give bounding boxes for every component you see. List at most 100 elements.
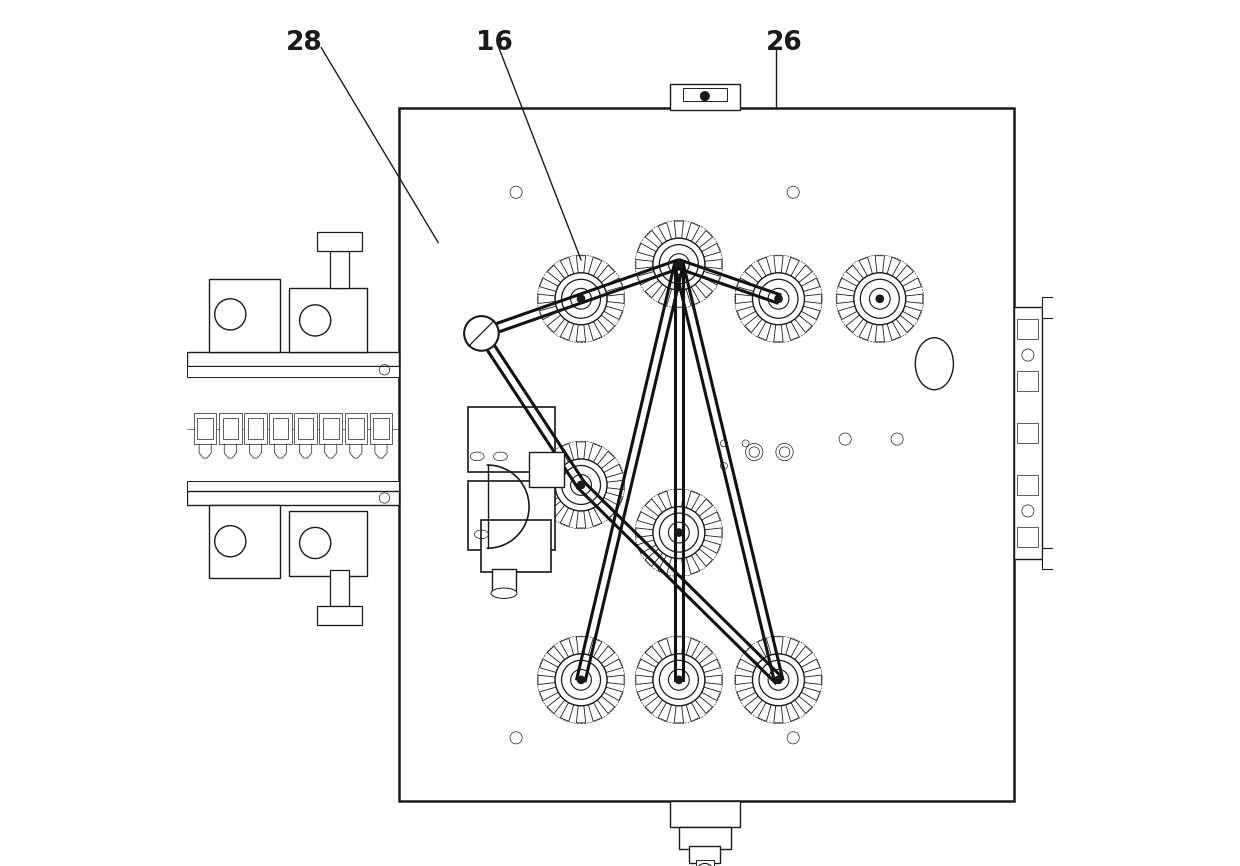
Circle shape <box>578 676 585 683</box>
Circle shape <box>570 669 591 690</box>
Circle shape <box>570 475 591 495</box>
Circle shape <box>556 654 608 706</box>
Circle shape <box>759 660 799 700</box>
Polygon shape <box>604 306 622 320</box>
Circle shape <box>578 481 585 488</box>
Bar <box>320 413 342 444</box>
Circle shape <box>854 273 905 325</box>
Polygon shape <box>598 451 615 469</box>
Bar <box>322 418 339 439</box>
Polygon shape <box>704 528 722 537</box>
Bar <box>399 108 1014 801</box>
Bar <box>1018 423 1038 443</box>
Bar <box>1042 297 1058 318</box>
Bar <box>298 418 314 439</box>
Polygon shape <box>696 696 713 714</box>
Polygon shape <box>606 675 624 684</box>
Polygon shape <box>560 702 574 721</box>
Bar <box>208 279 280 352</box>
Polygon shape <box>637 687 656 701</box>
Bar <box>481 520 551 572</box>
Polygon shape <box>598 646 615 663</box>
Polygon shape <box>560 443 574 462</box>
Circle shape <box>701 92 709 100</box>
Bar <box>289 288 367 352</box>
Circle shape <box>660 660 698 700</box>
Polygon shape <box>604 492 622 506</box>
Polygon shape <box>805 675 822 684</box>
Polygon shape <box>737 687 755 701</box>
Text: 16: 16 <box>476 30 513 56</box>
Polygon shape <box>636 675 653 684</box>
Polygon shape <box>758 702 771 721</box>
Bar <box>330 251 348 288</box>
Polygon shape <box>758 257 771 276</box>
Polygon shape <box>636 528 653 537</box>
Polygon shape <box>658 223 672 242</box>
Polygon shape <box>903 306 921 320</box>
Polygon shape <box>758 321 771 340</box>
Bar <box>289 511 367 576</box>
Polygon shape <box>577 442 585 459</box>
Circle shape <box>676 529 682 536</box>
Polygon shape <box>547 646 564 663</box>
Polygon shape <box>786 638 800 657</box>
Polygon shape <box>588 321 601 340</box>
Polygon shape <box>547 315 564 333</box>
Polygon shape <box>560 257 574 276</box>
Polygon shape <box>903 278 921 292</box>
Polygon shape <box>774 255 784 273</box>
Circle shape <box>668 669 689 690</box>
Polygon shape <box>795 646 812 663</box>
Circle shape <box>753 654 805 706</box>
Bar <box>187 352 399 366</box>
Polygon shape <box>658 555 672 574</box>
Bar <box>193 413 217 444</box>
Polygon shape <box>577 325 585 342</box>
Polygon shape <box>577 706 585 723</box>
Polygon shape <box>805 294 822 303</box>
Polygon shape <box>539 306 558 320</box>
Polygon shape <box>604 278 622 292</box>
Polygon shape <box>686 638 699 657</box>
Bar <box>330 570 348 606</box>
Polygon shape <box>538 675 556 684</box>
Polygon shape <box>658 638 672 657</box>
Polygon shape <box>637 659 656 673</box>
Polygon shape <box>588 702 601 721</box>
Polygon shape <box>801 278 820 292</box>
Polygon shape <box>859 321 873 340</box>
Bar <box>671 801 739 827</box>
Bar <box>683 88 727 101</box>
Polygon shape <box>795 265 812 282</box>
Polygon shape <box>539 659 558 673</box>
Polygon shape <box>801 687 820 701</box>
Bar <box>187 366 399 377</box>
Polygon shape <box>560 321 574 340</box>
Polygon shape <box>588 443 601 462</box>
Polygon shape <box>838 306 857 320</box>
Polygon shape <box>604 687 622 701</box>
Polygon shape <box>801 659 820 673</box>
Polygon shape <box>696 646 713 663</box>
Circle shape <box>578 295 585 302</box>
Polygon shape <box>539 492 558 506</box>
Circle shape <box>668 254 689 275</box>
Polygon shape <box>577 255 585 273</box>
Polygon shape <box>686 702 699 721</box>
Polygon shape <box>675 706 683 723</box>
Bar <box>373 418 389 439</box>
Polygon shape <box>598 501 615 519</box>
Bar <box>248 418 263 439</box>
Bar <box>187 481 399 491</box>
Polygon shape <box>637 540 656 553</box>
Polygon shape <box>735 294 753 303</box>
Circle shape <box>768 669 789 690</box>
Bar <box>1018 371 1038 391</box>
Bar <box>696 860 713 866</box>
Circle shape <box>660 244 698 284</box>
Bar <box>219 413 242 444</box>
Bar <box>208 505 280 578</box>
Polygon shape <box>588 638 601 657</box>
Polygon shape <box>645 696 662 714</box>
